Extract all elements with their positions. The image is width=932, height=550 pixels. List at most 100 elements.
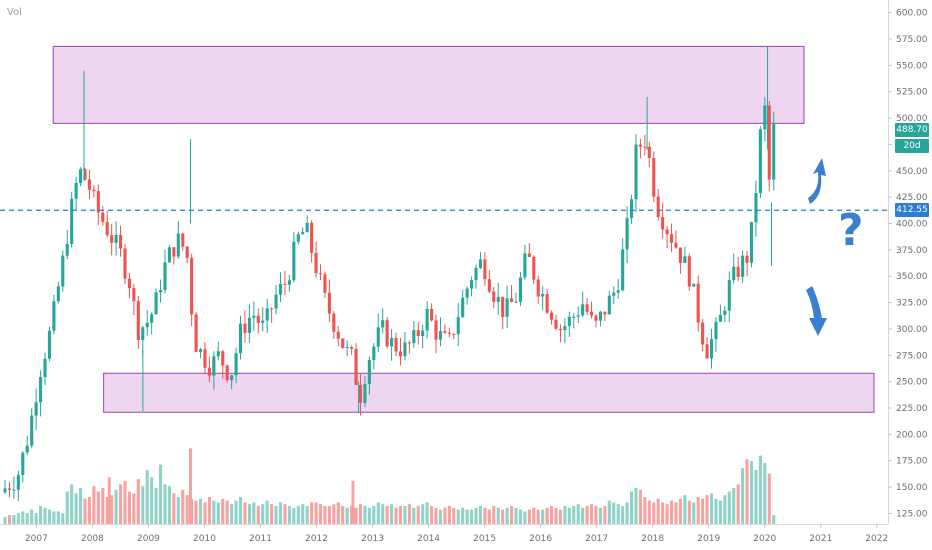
candle-body [52,301,56,331]
volume-bar [478,506,483,524]
candle-body [47,330,52,359]
candle-body [172,247,176,257]
horizontal-line-price-badge: 412.55 [895,203,929,218]
candle-body [523,253,527,278]
candle-body [514,301,518,303]
volume-bar [87,497,92,524]
candles-layer [3,46,776,502]
volume-bar [385,506,389,524]
volume-bar [345,507,349,524]
candle-body [558,328,563,331]
y-tick-label: 600.00 [896,9,928,19]
volume-bar [403,506,407,524]
volume-bar [110,495,114,524]
candle-body [727,280,731,311]
candle-body [465,288,469,298]
candle-body [554,319,558,329]
volume-bar [358,504,363,524]
volume-bar [532,507,536,524]
volume-bar [332,504,336,524]
candle-body [749,222,754,263]
volume-bar [749,461,754,524]
candle-body [7,488,12,490]
candle-body [434,320,438,340]
candle-body [216,351,220,357]
volume-bar [3,516,7,524]
candle-body [398,351,403,357]
volume-bar [105,497,109,524]
volume-bar [341,506,345,524]
candle-body [212,356,216,376]
volume-bar [470,509,474,524]
candle-body [478,259,483,268]
candle-body [518,277,523,302]
volume-bar [394,507,398,524]
volume-bar [158,464,163,524]
candle-body [589,311,594,316]
volume-bar [598,507,602,524]
candle-body [310,222,314,253]
candle-body [692,283,696,287]
volume-bar [501,509,505,524]
volume-bar [585,506,589,524]
x-tick-label: 2019 [697,534,720,544]
volume-bar [589,504,594,524]
y-tick-label: 450.00 [896,167,928,177]
candle-body [234,353,238,376]
candle-body [741,255,745,277]
volume-bar [56,511,60,524]
volume-bar [616,504,620,524]
candle-body [598,311,602,321]
candle-body [70,198,74,244]
volume-bar [687,500,691,524]
y-tick-label: 300.00 [896,325,928,335]
volume-bar [176,497,180,524]
volume-bar [354,507,358,524]
candle-body [238,323,243,354]
zone-box-1 [52,45,805,124]
candle-body [594,315,598,321]
y-tick-label: 200.00 [896,430,928,440]
volume-spike-bar [188,448,192,524]
candle-body [705,344,709,359]
x-tick-label: 2021 [809,534,832,544]
zones-layer [52,45,875,413]
candle-body [127,278,131,289]
candle-body [358,384,363,403]
volume-bar [150,477,154,524]
volume-bar [230,504,234,524]
candle-body [323,274,327,293]
candle-body [96,191,100,213]
candle-body [634,144,638,200]
candle-body [12,489,16,491]
volume-bar [185,495,189,524]
volume-bar [296,506,300,524]
candle-body [190,258,194,315]
candle-body [443,331,447,333]
volume-bar [594,506,598,524]
volume-bar [643,497,647,524]
candle-body [150,314,154,323]
candle-body [656,196,660,217]
volume-spike-bar [107,477,111,524]
candle-body [576,315,580,317]
volume-bar [718,500,722,524]
volume-bar [79,488,83,524]
candle-body [407,342,411,344]
volume-bar [505,507,509,524]
candle-body [221,351,225,366]
volume-bar [74,493,78,524]
volume-bar [198,498,203,524]
x-tick-label: 2012 [305,534,328,544]
x-tick-label: 2020 [753,534,776,544]
candle-body [661,216,665,230]
candle-body [363,383,367,403]
candle-body [101,212,105,222]
volume-bar [456,509,460,524]
current-price-badge: 488.70 [895,122,929,137]
candle-body [492,291,496,302]
volume-bar [252,502,256,524]
volume-bar [407,504,411,524]
candle-body [616,290,620,293]
